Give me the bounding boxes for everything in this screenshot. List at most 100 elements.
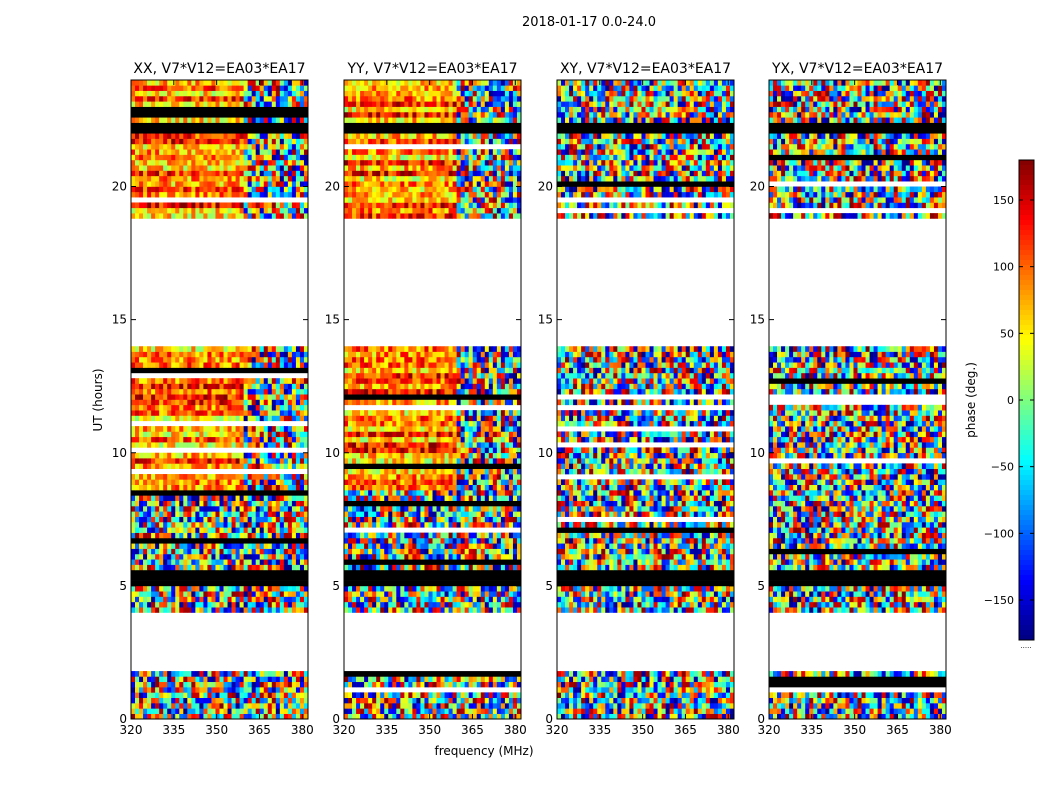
phase-cell	[283, 591, 289, 597]
phase-cell	[267, 532, 273, 539]
phase-cell	[452, 607, 457, 613]
phase-cell	[344, 607, 349, 613]
phase-cell	[404, 532, 409, 539]
phase-cell	[392, 516, 397, 523]
phase-cell	[259, 191, 265, 198]
phase-cell	[227, 500, 232, 507]
phase-cell	[488, 537, 494, 544]
phase-cell	[139, 442, 144, 448]
phase-cell	[376, 713, 381, 720]
phase-cell	[488, 452, 494, 459]
phase-cell	[251, 362, 257, 368]
phase-cell	[299, 149, 305, 155]
phase-cell	[203, 500, 208, 507]
phase-cell	[195, 207, 200, 214]
phase-cell	[516, 447, 522, 454]
phase-cell	[271, 676, 277, 683]
phase-cell	[348, 479, 353, 485]
phase-cell	[159, 458, 164, 464]
phase-cell	[255, 207, 261, 214]
phase-cell	[247, 378, 252, 384]
phase-cell	[508, 468, 514, 475]
phase-cell	[420, 511, 425, 517]
phase-cell	[211, 138, 216, 145]
phase-cell	[448, 458, 453, 464]
phase-cell	[195, 521, 200, 528]
phase-cell	[267, 479, 273, 485]
phase-cell	[219, 564, 224, 571]
phase-cell	[388, 372, 393, 379]
phase-cell	[211, 452, 216, 459]
phase-cell	[400, 415, 405, 422]
phase-cell	[155, 95, 160, 102]
phase-cell	[287, 117, 293, 123]
phase-cell	[203, 564, 208, 571]
phase-cell	[271, 564, 277, 571]
phase-cell	[444, 436, 449, 443]
phase-cell	[408, 372, 413, 379]
phase-cell	[271, 415, 277, 422]
phase-cell	[460, 431, 465, 438]
phase-cell	[428, 479, 433, 485]
phase-cell	[223, 202, 228, 209]
phase-cell	[175, 191, 180, 198]
phase-cell	[147, 138, 152, 145]
phase-cell	[412, 591, 417, 597]
phase-cell	[372, 452, 377, 459]
phase-cell	[131, 495, 136, 501]
phase-cell	[215, 154, 220, 161]
phase-cell	[175, 601, 180, 608]
phase-cell	[143, 511, 148, 517]
phase-cell	[392, 506, 397, 512]
phase-cell	[183, 708, 188, 714]
phase-cell	[444, 468, 449, 475]
phase-cell	[271, 207, 277, 214]
phase-cell	[255, 543, 261, 549]
phase-cell	[151, 596, 156, 603]
phase-cell	[364, 479, 369, 485]
phase-cell	[464, 553, 470, 560]
phase-cell	[159, 90, 164, 97]
phase-cell	[203, 521, 208, 528]
phase-cell	[179, 516, 184, 523]
phase-cell	[295, 410, 301, 416]
phase-cell	[396, 372, 401, 379]
phase-cell	[143, 474, 148, 480]
phase-cell	[512, 468, 518, 475]
phase-cell	[424, 436, 429, 443]
phase-cell	[271, 149, 277, 155]
phase-cell	[199, 452, 204, 459]
phase-cell	[219, 591, 224, 597]
phase-cell	[283, 521, 289, 528]
phase-cell	[500, 591, 506, 597]
phase-cell	[500, 521, 506, 528]
phase-cell	[203, 506, 208, 512]
phase-cell	[500, 431, 506, 438]
phase-cell	[139, 452, 144, 459]
phase-cell	[279, 703, 285, 709]
phase-cell	[384, 596, 389, 603]
phase-cell	[203, 452, 208, 459]
phase-cell	[476, 681, 482, 688]
phase-cell	[199, 442, 204, 448]
phase-cell	[259, 452, 265, 459]
phase-cell	[299, 564, 305, 571]
phase-cell	[368, 681, 373, 688]
phase-cell	[187, 474, 192, 480]
phase-cell	[131, 452, 136, 459]
phase-cell	[279, 601, 285, 608]
phase-cell	[404, 458, 409, 464]
phase-cell	[239, 511, 244, 517]
phase-cell	[516, 431, 522, 438]
phase-cell	[492, 479, 498, 485]
phase-cell	[516, 585, 522, 592]
phase-cell	[151, 713, 156, 720]
phase-cell	[408, 426, 413, 432]
phase-cell	[219, 143, 224, 150]
phase-cell	[263, 159, 269, 166]
phase-cell	[287, 143, 293, 150]
phase-cell	[203, 458, 208, 464]
phase-cell	[352, 415, 357, 422]
phase-cell	[287, 671, 293, 677]
phase-cell	[496, 484, 502, 491]
